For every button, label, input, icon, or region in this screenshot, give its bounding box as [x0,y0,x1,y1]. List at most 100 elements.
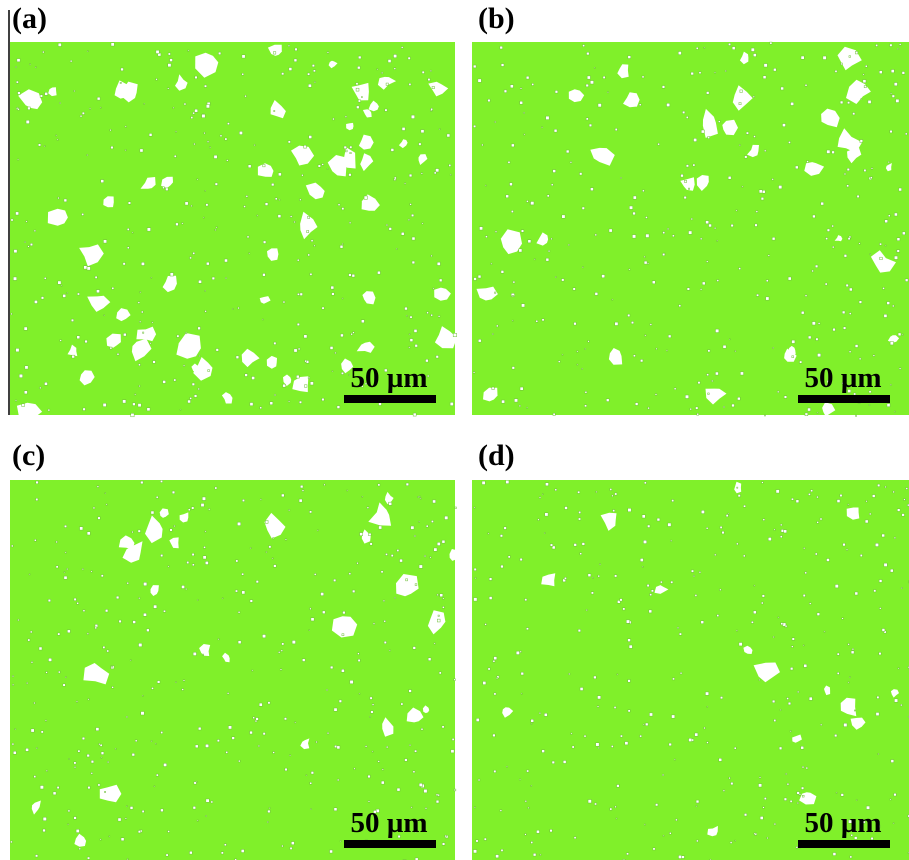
pore [647,263,648,264]
pore [205,290,206,291]
pore [861,99,862,100]
pore [846,549,848,551]
pore [520,651,522,653]
pore [91,772,93,774]
pore [855,51,858,54]
pore [88,699,89,700]
pore [539,712,541,714]
pore [201,503,204,506]
pore [812,322,815,325]
pore [697,413,699,415]
pore [841,63,843,65]
pore [409,334,410,335]
pore [250,548,251,549]
pore [531,841,533,843]
pore [674,388,676,390]
pore [508,556,510,558]
pore [832,225,834,227]
pore [728,43,730,45]
pore [563,760,566,763]
pore [628,710,630,712]
pore [278,215,281,218]
pore [70,60,72,62]
pore [442,843,445,846]
pore [146,629,149,632]
pore [823,56,826,59]
pore [413,771,415,773]
pore [369,716,370,717]
pore [235,590,237,592]
pore [194,143,196,145]
pore [684,180,686,182]
pore [876,712,879,715]
pore [813,215,816,218]
pore [17,59,20,62]
page: (a)50 µm(b)50 µm(c)50 µm(d)50 µm (() => … [0,0,909,860]
pore [127,247,129,249]
pore [182,689,184,691]
pore [168,64,171,67]
pore [693,575,694,576]
pore [419,143,422,146]
pore [482,481,485,484]
pore [874,590,876,592]
pore [708,393,710,395]
pore [609,229,612,232]
pore [691,72,694,75]
pore [506,766,507,767]
pore [361,320,364,323]
pore [777,391,779,393]
pore [551,184,553,186]
pore [288,141,290,143]
pore [850,856,852,858]
pore [342,298,343,299]
pore [526,628,528,630]
pore [647,584,649,586]
pore [841,794,844,797]
pore [725,70,726,71]
pore [342,634,344,636]
pore [678,52,681,55]
pore [259,703,262,706]
pore [506,195,509,198]
pore [140,481,143,484]
pore [281,73,283,75]
pore [784,530,787,533]
pore [77,293,79,295]
pore [476,840,478,842]
pore [848,237,850,239]
pore [859,301,862,304]
pore [64,525,66,527]
pore [345,150,347,152]
pore [206,799,209,802]
pore [378,761,380,763]
pore [85,340,88,343]
pore [674,759,675,760]
pore [482,144,484,146]
pore [438,316,440,318]
pore [897,238,900,241]
pore [443,598,444,599]
pore [449,164,451,166]
pore [762,190,765,193]
pore [26,120,29,123]
pore [594,676,597,679]
pore [100,839,101,840]
pore [242,573,244,575]
pore [891,70,894,73]
pore [779,747,782,750]
pore [591,592,593,594]
pore [123,333,126,336]
pore [330,666,333,669]
pore [96,728,99,731]
pore [349,173,352,176]
pore [888,161,890,163]
pore [274,565,277,568]
pore [714,72,715,73]
pore [844,254,847,257]
pore [568,244,569,245]
pore [528,240,531,243]
pore [696,407,698,409]
pore [501,64,504,67]
pore [349,222,351,224]
